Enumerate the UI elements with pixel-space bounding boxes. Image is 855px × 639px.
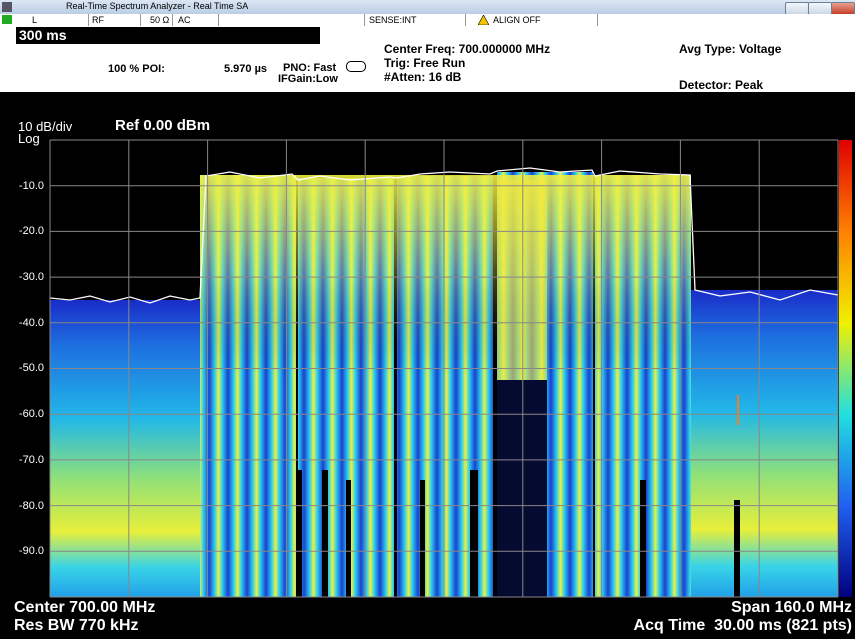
- y-label: -30.0: [19, 271, 44, 283]
- span-label: Span 160.0 MHz: [731, 599, 852, 617]
- analyzer-window: Real-Time Spectrum Analyzer - Real Time …: [0, 0, 855, 639]
- res-bw-label: Res BW 770 kHz: [14, 617, 139, 635]
- y-label: -50.0: [19, 362, 44, 374]
- color-bar: [839, 140, 852, 597]
- y-label: -60.0: [19, 408, 44, 420]
- y-labels: -10.0 -20.0 -30.0 -40.0 -50.0 -60.0 -70.…: [19, 180, 44, 557]
- y-label: -10.0: [19, 180, 44, 192]
- y-label: -80.0: [19, 500, 44, 512]
- y-label: -90.0: [19, 545, 44, 557]
- y-label: -20.0: [19, 225, 44, 237]
- y-label: -70.0: [19, 454, 44, 466]
- center-label: Center 700.00 MHz: [14, 599, 155, 617]
- y-label: -40.0: [19, 317, 44, 329]
- spectrum-display: -10.0 -20.0 -30.0 -40.0 -50.0 -60.0 -70.…: [0, 0, 855, 639]
- acq-time-label: Acq Time 30.00 ms (821 pts): [634, 617, 852, 635]
